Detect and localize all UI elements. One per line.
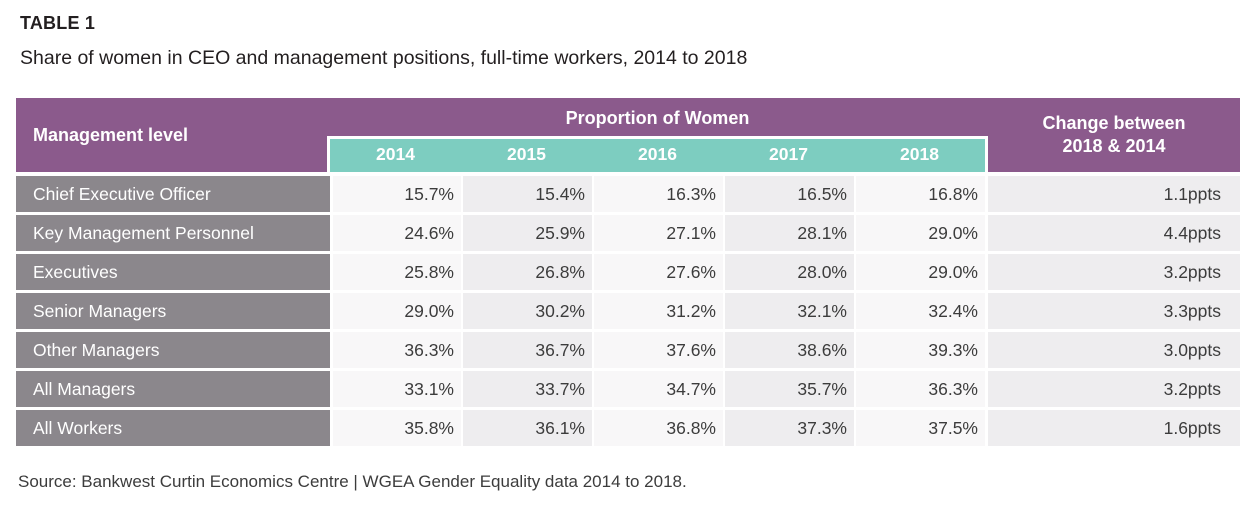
table-row: Senior Managers 29.0% 30.2% 31.2% 32.1% 32.4%…	[16, 293, 1240, 329]
source-note: Source: Bankwest Curtin Economics Centre…	[18, 472, 687, 491]
table-row: Key Management Personnel 24.6% 25.9% 27.1% 2…	[16, 215, 1240, 251]
value-cell-2016: 37.6%	[592, 332, 723, 368]
table-row: Executives 25.8% 26.8% 27.6% 28.0% 29.0% 3.2pp…	[16, 254, 1240, 290]
value-cell-2018: 32.4%	[854, 293, 985, 329]
table-row: All Managers 33.1% 33.7% 34.7% 35.7% 36.3% 3.2…	[16, 371, 1240, 407]
table-body: Chief Executive Officer 15.7% 15.4% 16.3% 16…	[16, 176, 1240, 446]
table-header: Management level Proportion of Women 201…	[16, 98, 1240, 172]
row-label: Chief Executive Officer	[16, 176, 330, 212]
change-cell: 3.3ppts	[985, 293, 1240, 329]
value-cell-2015: 36.7%	[461, 332, 592, 368]
change-cell: 1.1ppts	[985, 176, 1240, 212]
change-cell: 3.2ppts	[985, 254, 1240, 290]
row-label: Senior Managers	[16, 293, 330, 329]
column-header-year-2015: 2015	[507, 144, 546, 164]
change-cell: 3.2ppts	[985, 371, 1240, 407]
value-cell-2016: 16.3%	[592, 176, 723, 212]
column-header-year-2016: 2016	[638, 144, 677, 164]
value-cell-2014: 24.6%	[330, 215, 461, 251]
row-label: Key Management Personnel	[16, 215, 330, 251]
value-cell-2017: 32.1%	[723, 293, 854, 329]
column-header-year-2017: 2017	[769, 144, 808, 164]
change-cell: 1.6ppts	[985, 410, 1240, 446]
value-cell-2018: 29.0%	[854, 254, 985, 290]
value-cell-2014: 29.0%	[330, 293, 461, 329]
value-cell-2014: 33.1%	[330, 371, 461, 407]
column-header-change-line2: 2018 & 2014	[1062, 136, 1166, 156]
change-cell: 3.0ppts	[985, 332, 1240, 368]
value-cell-2016: 27.1%	[592, 215, 723, 251]
value-cell-2014: 35.8%	[330, 410, 461, 446]
table-caption: TABLE 1 Share of women in CEO and manage…	[0, 0, 1256, 70]
row-label: All Workers	[16, 410, 330, 446]
value-cell-2018: 39.3%	[854, 332, 985, 368]
row-label: All Managers	[16, 371, 330, 407]
column-header-year-2018: 2018	[900, 144, 939, 164]
table-row: Other Managers 36.3% 36.7% 37.6% 38.6% 39.3% 3…	[16, 332, 1240, 368]
value-cell-2016: 27.6%	[592, 254, 723, 290]
value-cell-2017: 28.1%	[723, 215, 854, 251]
row-label: Other Managers	[16, 332, 330, 368]
value-cell-2017: 28.0%	[723, 254, 854, 290]
value-cell-2016: 36.8%	[592, 410, 723, 446]
value-cell-2017: 38.6%	[723, 332, 854, 368]
group-header-proportion-of-women: Proportion of Women	[565, 108, 750, 128]
value-cell-2015: 30.2%	[461, 293, 592, 329]
value-cell-2015: 25.9%	[461, 215, 592, 251]
table-row: Chief Executive Officer 15.7% 15.4% 16.3% 16…	[16, 176, 1240, 212]
value-cell-2016: 31.2%	[592, 293, 723, 329]
value-cell-2017: 16.5%	[723, 176, 854, 212]
value-cell-2014: 15.7%	[330, 176, 461, 212]
table-row: All Workers 35.8% 36.1% 36.8% 37.3% 37.5% 1.6p…	[16, 410, 1240, 446]
value-cell-2018: 16.8%	[854, 176, 985, 212]
value-cell-2016: 34.7%	[592, 371, 723, 407]
value-cell-2015: 26.8%	[461, 254, 592, 290]
value-cell-2017: 35.7%	[723, 371, 854, 407]
value-cell-2014: 25.8%	[330, 254, 461, 290]
data-table: Management level Proportion of Women 201…	[16, 98, 1240, 446]
value-cell-2017: 37.3%	[723, 410, 854, 446]
value-cell-2015: 33.7%	[461, 371, 592, 407]
column-header-change: Change between 2018 & 2014	[988, 98, 1240, 172]
table-number-label: TABLE 1	[20, 13, 96, 33]
value-cell-2018: 29.0%	[854, 215, 985, 251]
table-title: Share of women in CEO and management pos…	[20, 47, 748, 69]
column-header-year-2014: 2014	[376, 144, 415, 164]
value-cell-2014: 36.3%	[330, 332, 461, 368]
year-header-band: 2014 2015 2016 2017 2018	[327, 136, 988, 172]
row-label: Executives	[16, 254, 330, 290]
value-cell-2015: 36.1%	[461, 410, 592, 446]
value-cell-2015: 15.4%	[461, 176, 592, 212]
value-cell-2018: 37.5%	[854, 410, 985, 446]
change-cell: 4.4ppts	[985, 215, 1240, 251]
value-cell-2018: 36.3%	[854, 371, 985, 407]
column-header-management-level: Management level	[33, 125, 189, 145]
column-header-change-line1: Change between	[1042, 113, 1186, 133]
